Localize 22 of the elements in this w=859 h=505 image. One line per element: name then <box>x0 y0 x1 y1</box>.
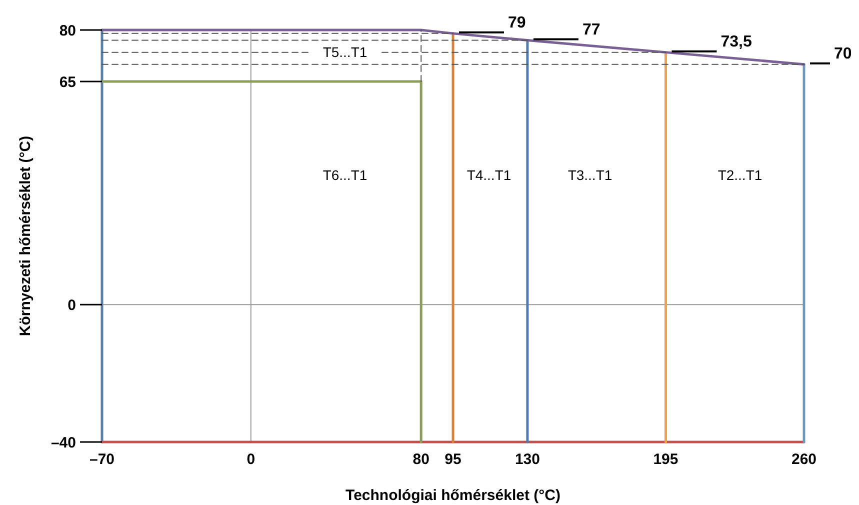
x-tick-label: 0 <box>246 451 256 468</box>
x-tick-label: 130 <box>514 451 540 468</box>
x-tick-label: 95 <box>444 451 462 468</box>
annotation: T5...T1 <box>322 44 368 60</box>
y-tick-label: 80 <box>59 22 76 40</box>
annotation: 79 <box>508 14 526 32</box>
annotation: T4...T1 <box>466 166 512 183</box>
annotation: T3...T1 <box>568 166 612 183</box>
annotation: 77 <box>582 21 600 38</box>
x-tick-label: 80 <box>412 451 430 468</box>
y-axis-title: Környezeti hőmérséklet (°C) <box>17 136 34 336</box>
annotation: T6...T1 <box>322 166 368 183</box>
annotation: T2...T1 <box>718 166 762 183</box>
x-tick-label: –70 <box>89 451 115 468</box>
y-tick-label: –40 <box>50 434 76 452</box>
y-tick-label: 65 <box>59 74 76 91</box>
x-axis-title: Technológiai hőmérséklet (°C) <box>346 487 560 504</box>
x-tick-label: 195 <box>653 451 678 468</box>
y-tick-label: 0 <box>68 296 76 314</box>
annotation: 73,5 <box>720 33 752 50</box>
x-tick-label: 260 <box>791 451 817 468</box>
annotation: 70 <box>834 45 852 62</box>
